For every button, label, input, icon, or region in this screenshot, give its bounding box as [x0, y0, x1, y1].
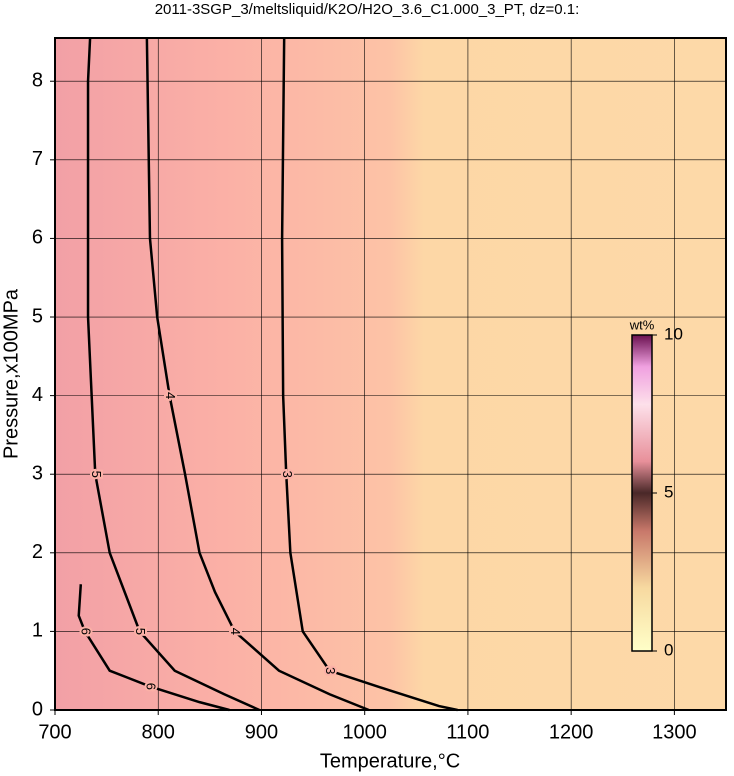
plot-background [55, 38, 726, 710]
y-tick-label: 1 [32, 620, 43, 642]
contour-label: 6 [78, 628, 93, 635]
y-tick-label: 7 [32, 148, 43, 170]
y-tick-label: 6 [32, 227, 43, 249]
chart-title: 2011-3SGP_3/meltsliquid/K2O/H2O_3.6_C1.0… [155, 1, 580, 18]
y-tick-label: 2 [32, 541, 43, 563]
plot-frame [54, 37, 727, 711]
colorbar-tick-label: 10 [664, 324, 683, 343]
contour-label: 5 [133, 628, 148, 635]
y-tick-label: 3 [32, 462, 43, 484]
contour-label: 4 [228, 628, 243, 635]
colorbar-tick-label: 5 [664, 482, 673, 501]
contour-label: 4 [163, 392, 178, 399]
x-tick-label: 900 [245, 721, 278, 743]
colorbar-tick-label: 0 [664, 640, 673, 659]
contour-line [86, 37, 260, 712]
colorbar-label: wt% [629, 317, 655, 332]
contour-label: 3 [280, 471, 295, 478]
contour-label: 6 [144, 683, 159, 690]
y-tick-label: 5 [32, 305, 43, 327]
y-tick-label: 0 [32, 698, 43, 720]
y-tick-label: 4 [32, 384, 43, 406]
x-tick-label: 1200 [549, 721, 594, 743]
x-tick-label: 1100 [446, 721, 489, 743]
contour-label: 5 [89, 471, 104, 478]
colorbar [631, 334, 653, 652]
contour-label: 3 [323, 667, 338, 674]
contour-line [77, 584, 230, 712]
x-axis-label: Temperature,°C [320, 750, 460, 772]
x-tick-label: 1000 [342, 721, 387, 743]
y-tick-label: 8 [32, 70, 43, 92]
x-tick-label: 1300 [652, 721, 697, 743]
contour-line [145, 37, 370, 712]
contour-line [280, 37, 458, 712]
y-axis-label: Pressure,x100MPa [0, 288, 22, 459]
x-tick-label: 800 [142, 721, 175, 743]
x-tick-label: 700 [38, 721, 71, 743]
